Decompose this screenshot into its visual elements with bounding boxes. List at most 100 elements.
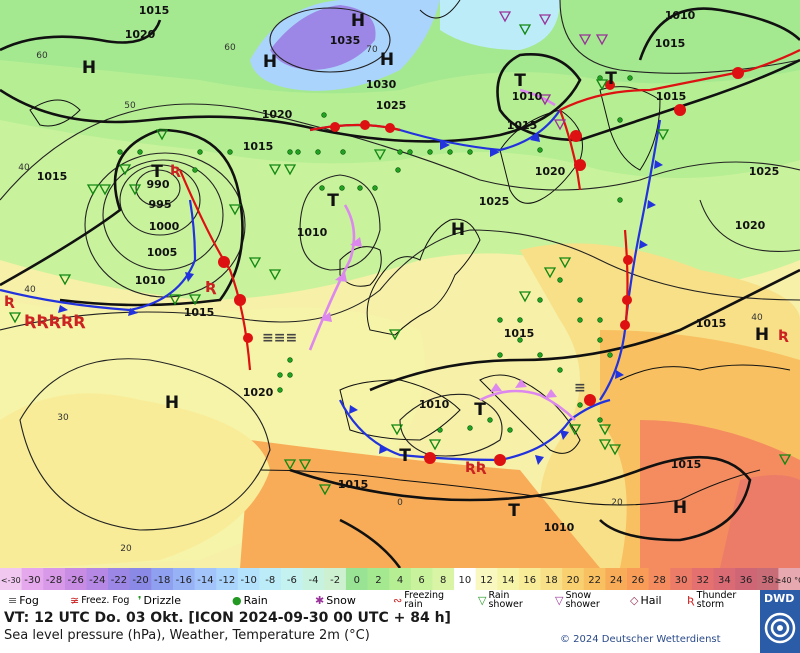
isobar-label: 1025 — [479, 195, 510, 208]
colorbar-label: 6 — [418, 575, 424, 586]
colorbar-cell: -26 — [64, 568, 87, 590]
colorbar-cell: -4 — [302, 568, 325, 590]
colorbar-cell: -30 — [21, 568, 44, 590]
low-pressure-label: T — [327, 191, 339, 211]
legend-label: Freez. Fog — [81, 594, 130, 606]
isobar-label: 1015 — [671, 458, 702, 471]
dwd-swirl-icon — [764, 612, 796, 644]
colorbar-cell: -2 — [324, 568, 347, 590]
isobar-label: 1015 — [139, 4, 170, 17]
colorbar-label: ≥40 °C — [775, 576, 800, 585]
snow-icon: ✱ — [315, 593, 325, 607]
colorbar-label: -18 — [154, 575, 170, 586]
weather-legend: ≡ Fog ≆ Freez. Fog ❜ Drizzle ● Rain ✱ Snow ∾ Freezi… — [0, 590, 760, 610]
colorbar-cell: 10 — [454, 568, 477, 590]
isotherm-label: 50 — [124, 101, 136, 111]
svg-text:≡≡≡: ≡≡≡ — [262, 330, 297, 346]
temperature-labels-layer: 60 60 50 40 40 30 20 0 20 40 70 — [18, 43, 763, 554]
isobar-label: 1020 — [535, 165, 566, 178]
legend-item: ▽ Snow shower — [555, 590, 617, 610]
colorbar-cell: 24 — [605, 568, 628, 590]
isotherm-label: 20 — [611, 498, 623, 508]
colorbar-cell: 12 — [475, 568, 498, 590]
colorbar-cell: 14 — [497, 568, 520, 590]
legend-label: Fog — [19, 593, 39, 607]
colorbar-cell: -22 — [108, 568, 131, 590]
high-pressure-label: H — [263, 52, 277, 72]
colorbar-cell: -10 — [237, 568, 260, 590]
isobar-label: 1020 — [262, 108, 293, 121]
legend-label: Rain shower — [488, 590, 523, 610]
colorbar-label: -4 — [309, 575, 319, 586]
thunderstorm-icon: Ʀ — [687, 593, 695, 607]
legend-label: Rain — [243, 593, 268, 607]
isobar-label: 1000 — [149, 220, 180, 233]
legend-label: Snow — [326, 593, 356, 607]
isobar-label: 1020 — [243, 386, 274, 399]
isobar-label: 1015 — [243, 140, 274, 153]
colorbar-cell: -6 — [281, 568, 304, 590]
isobar-label: 990 — [147, 178, 170, 191]
colorbar-cell: 28 — [648, 568, 671, 590]
legend-label: Hail — [640, 593, 662, 607]
colorbar-label: -28 — [46, 575, 62, 586]
colorbar-label: 18 — [545, 575, 558, 586]
colorbar-label: 0 — [354, 575, 360, 586]
isobar-label: 1035 — [330, 34, 361, 47]
isotherm-label: 40 — [24, 285, 36, 295]
isobar-label: 1015 — [37, 170, 68, 183]
isobar-label: 1015 — [656, 90, 687, 103]
colorbar-label: 4 — [397, 575, 403, 586]
valid-time: VT: 12 UTC Do. 03 Okt. [ICON 2024-09-30 … — [4, 610, 451, 626]
colorbar-label: -2 — [330, 575, 340, 586]
colorbar-label: 26 — [631, 575, 644, 586]
svg-text:ƦƦ: ƦƦ — [465, 460, 487, 476]
legend-item: ∾ Freezing rain — [393, 590, 456, 610]
isobar-label: 1010 — [135, 274, 166, 287]
fog-icon: ≡ — [8, 593, 18, 607]
svg-text:Ʀ: Ʀ — [170, 163, 181, 179]
legend-item: ◇ Hail — [630, 590, 662, 610]
colorbar-label: 8 — [440, 575, 446, 586]
colorbar-label: -10 — [240, 575, 256, 586]
isobar-label: 1010 — [544, 521, 575, 534]
legend-label: Thunder storm — [696, 590, 737, 610]
colorbar-label: -14 — [197, 575, 213, 586]
isobar-label: 1020 — [735, 219, 766, 232]
rain-shower-icon: ▽ — [478, 593, 487, 607]
drizzle-icon: ❜ — [138, 593, 142, 607]
colorbar-cell: 26 — [627, 568, 650, 590]
freezing-rain-icon: ∾ — [393, 593, 403, 607]
colorbar-label: -24 — [89, 575, 105, 586]
low-pressure-label: T — [605, 69, 617, 89]
colorbar-cell: 16 — [518, 568, 542, 590]
isobar-label: 1015 — [338, 478, 369, 491]
legend-label: Drizzle — [143, 593, 181, 607]
isobar-label: 995 — [149, 198, 172, 211]
colorbar-cell: 30 — [670, 568, 693, 590]
high-pressure-label: H — [451, 220, 465, 240]
isobar-label: 1010 — [665, 9, 696, 22]
colorbar-label: 22 — [588, 575, 601, 586]
isobar-label: 1015 — [507, 119, 538, 132]
copyright: © 2024 Deutscher Wetterdienst — [560, 634, 721, 645]
colorbar-label: 12 — [480, 575, 493, 586]
legend-item: ≆ Freez. Fog — [70, 590, 129, 610]
isobar-label: 1015 — [696, 317, 727, 330]
legend-item: ≡ Fog — [8, 590, 39, 610]
colorbar-label: 20 — [567, 575, 580, 586]
colorbar-label: 30 — [675, 575, 688, 586]
colorbar-label: -16 — [176, 575, 192, 586]
svg-text:ƦƦƦƦƦ: ƦƦƦƦƦ — [24, 311, 86, 330]
colorbar-cell: 2 — [367, 568, 390, 590]
isobar-label: 1015 — [184, 306, 215, 319]
legend-item: ▽ Rain shower — [478, 590, 540, 610]
colorbar-cell: -8 — [259, 568, 282, 590]
isobar-label: 1025 — [749, 165, 780, 178]
isotherm-label: 70 — [366, 45, 378, 55]
colorbar-cell: 0 — [345, 568, 369, 590]
low-pressure-label: T — [474, 400, 486, 420]
high-pressure-label: H — [755, 325, 769, 345]
colorbar-cell: 36 — [735, 568, 758, 590]
legend-item: ● Rain — [232, 590, 268, 610]
